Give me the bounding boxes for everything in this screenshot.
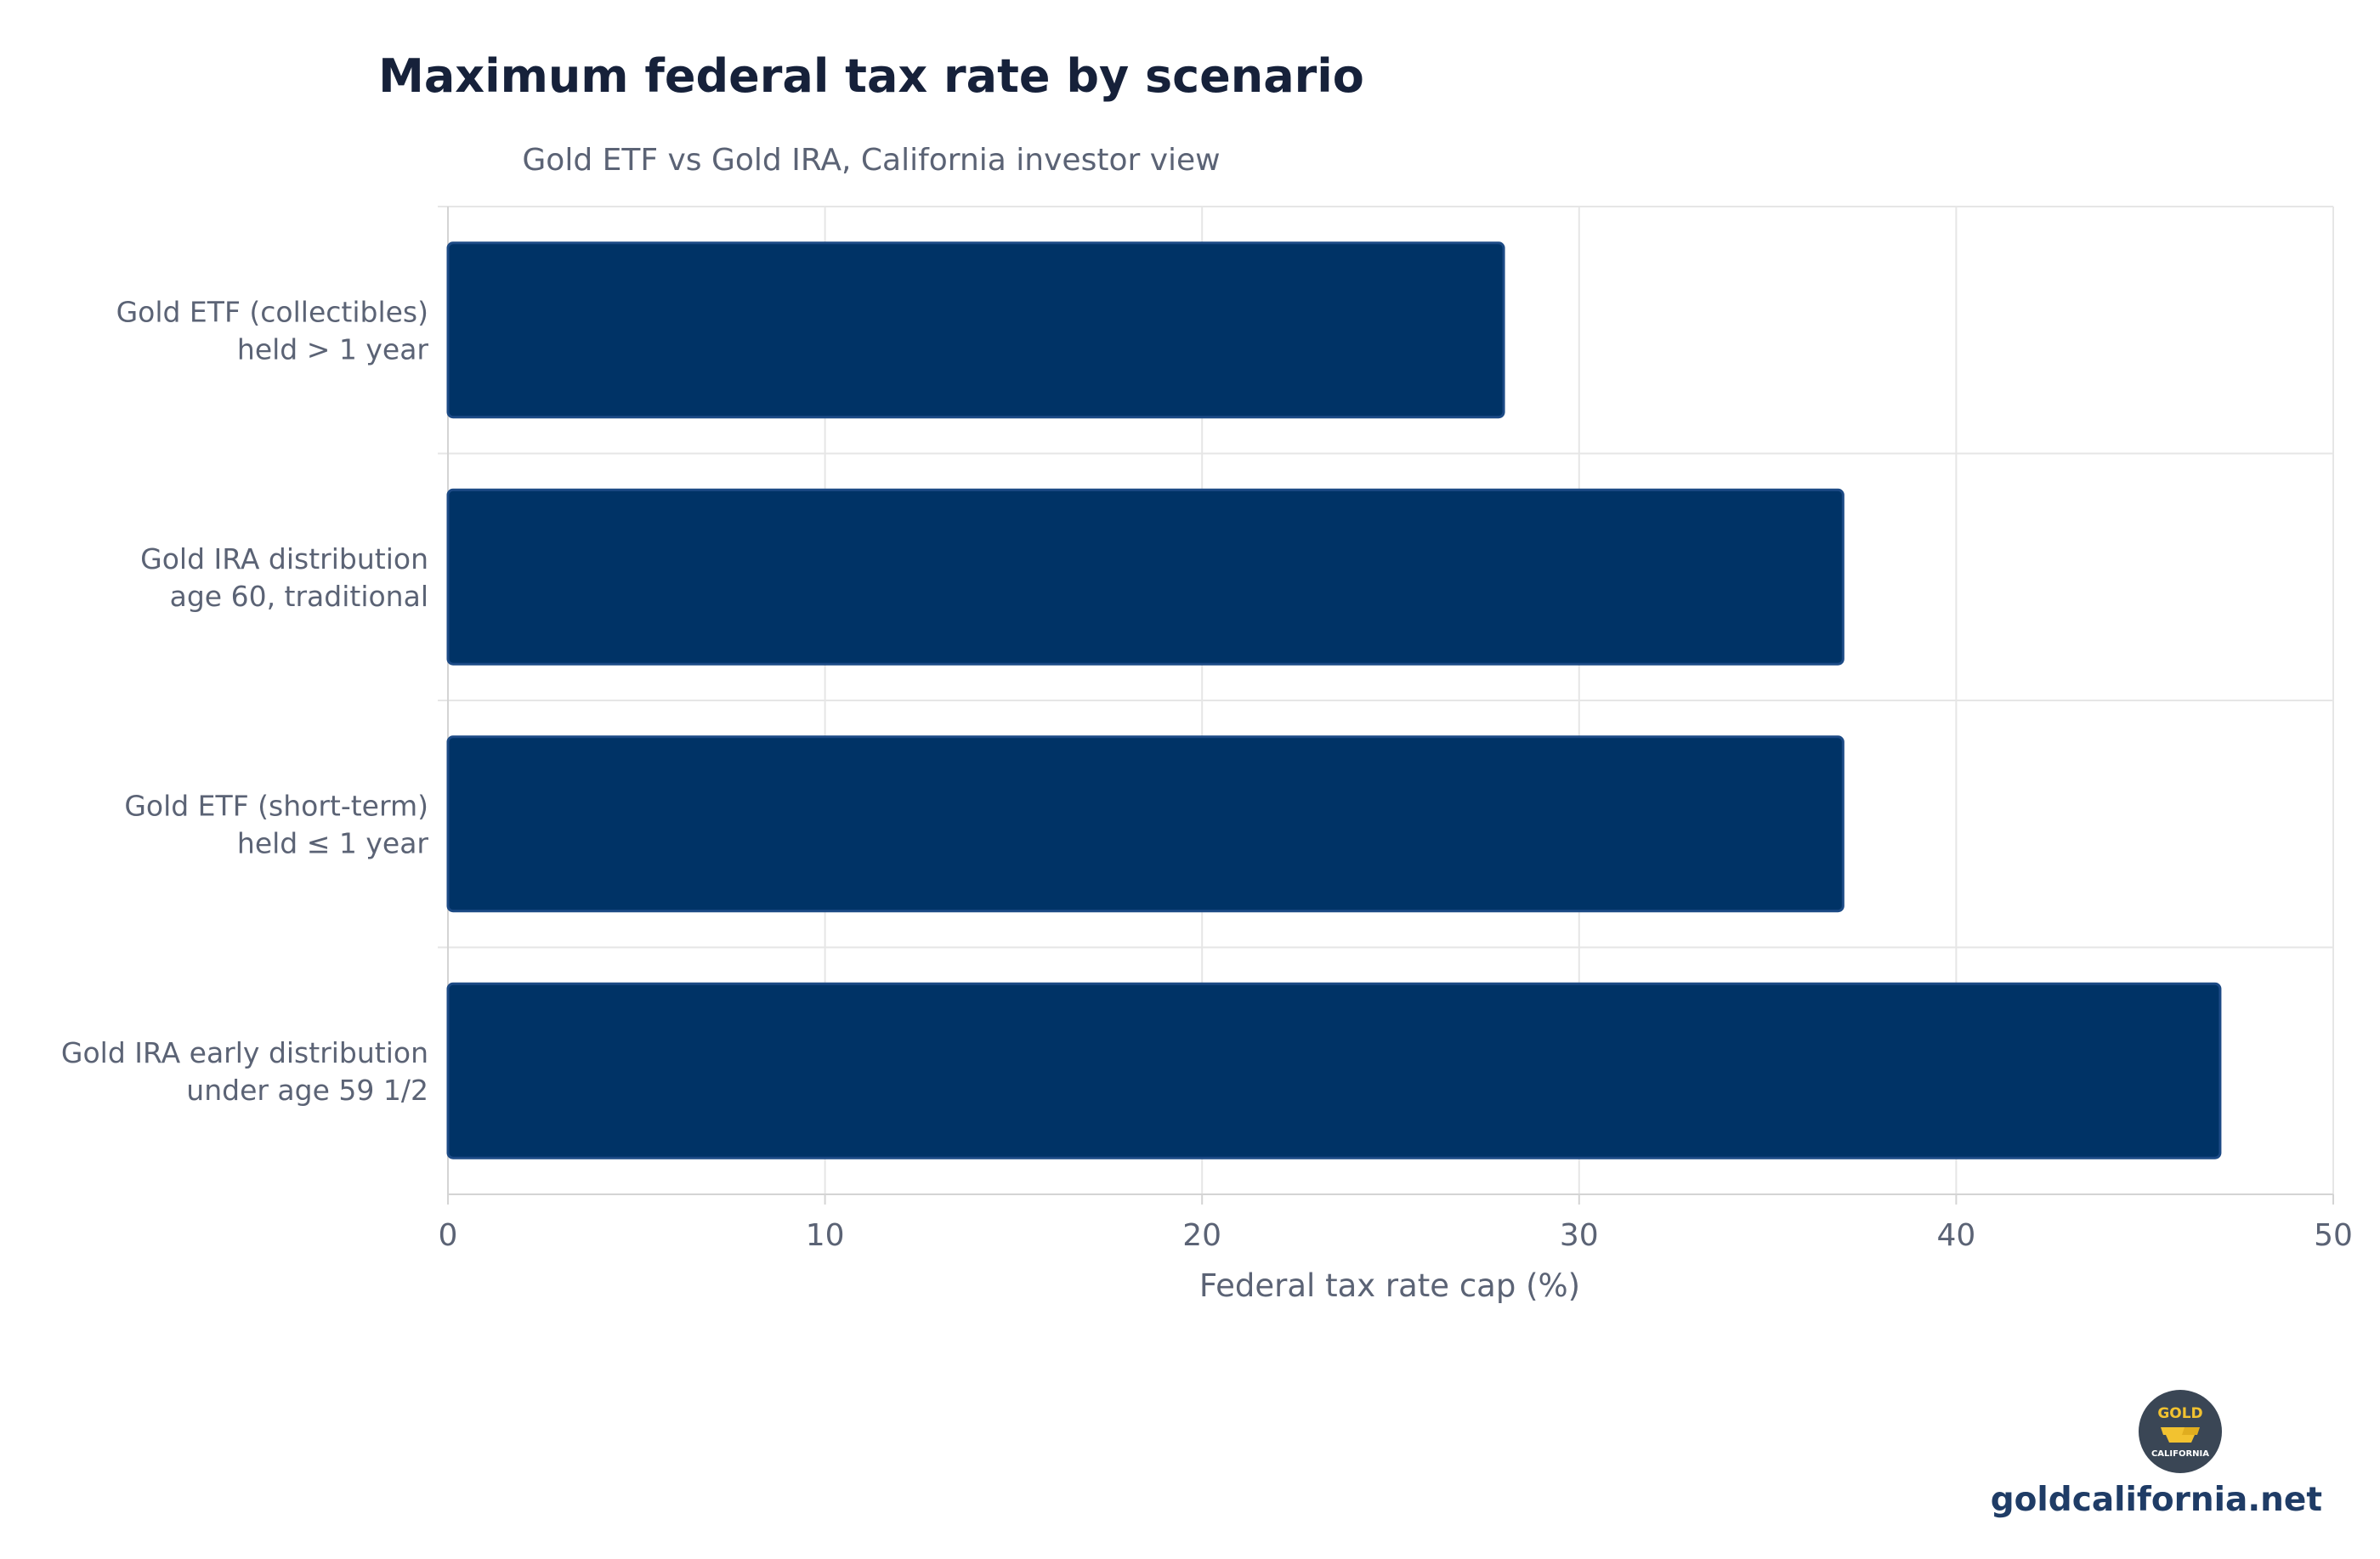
- logo-word-california: CALIFORNIA: [2151, 1449, 2209, 1459]
- chart-title: Maximum federal tax rate by scenario: [378, 49, 1364, 103]
- x-tick-label: 40: [1936, 1218, 1975, 1253]
- category-labels: Gold ETF (collectibles) held > 1 year Gold…: [61, 295, 429, 1107]
- bar: [446, 488, 1844, 666]
- x-tick-label: 10: [806, 1218, 845, 1253]
- category-label: Gold ETF (collectibles): [116, 295, 428, 328]
- x-tick-label: 50: [2314, 1218, 2353, 1253]
- gold-california-logo-icon: GOLD CALIFORNIA: [2139, 1390, 2222, 1473]
- chart-subtitle: Gold ETF vs Gold IRA, California investo…: [522, 143, 1220, 178]
- category-label: Gold IRA early distribution: [61, 1036, 428, 1069]
- x-axis-title: Federal tax rate cap (%): [1199, 1267, 1580, 1304]
- category-label: Gold IRA distribution: [140, 542, 428, 575]
- category-label: Gold ETF (short-term): [124, 789, 428, 822]
- x-tick-label: 20: [1182, 1218, 1221, 1253]
- category-label: under age 59 1/2: [186, 1074, 428, 1107]
- bars: [446, 241, 2222, 1159]
- category-label: age 60, traditional: [170, 580, 428, 613]
- x-tick-labels: 0 10 20 30 40 50: [439, 1218, 2353, 1253]
- x-tick-label: 30: [1560, 1218, 1599, 1253]
- grid: [438, 206, 2334, 1205]
- logo-word-gold: GOLD: [2157, 1405, 2202, 1422]
- x-tick-label: 0: [439, 1218, 458, 1253]
- category-label: held > 1 year: [237, 332, 429, 366]
- bar: [446, 982, 2222, 1159]
- bar: [446, 735, 1844, 913]
- bar: [446, 241, 1505, 419]
- site-url: goldcalifornia.net: [1991, 1481, 2322, 1519]
- category-label: held ≤ 1 year: [237, 826, 429, 859]
